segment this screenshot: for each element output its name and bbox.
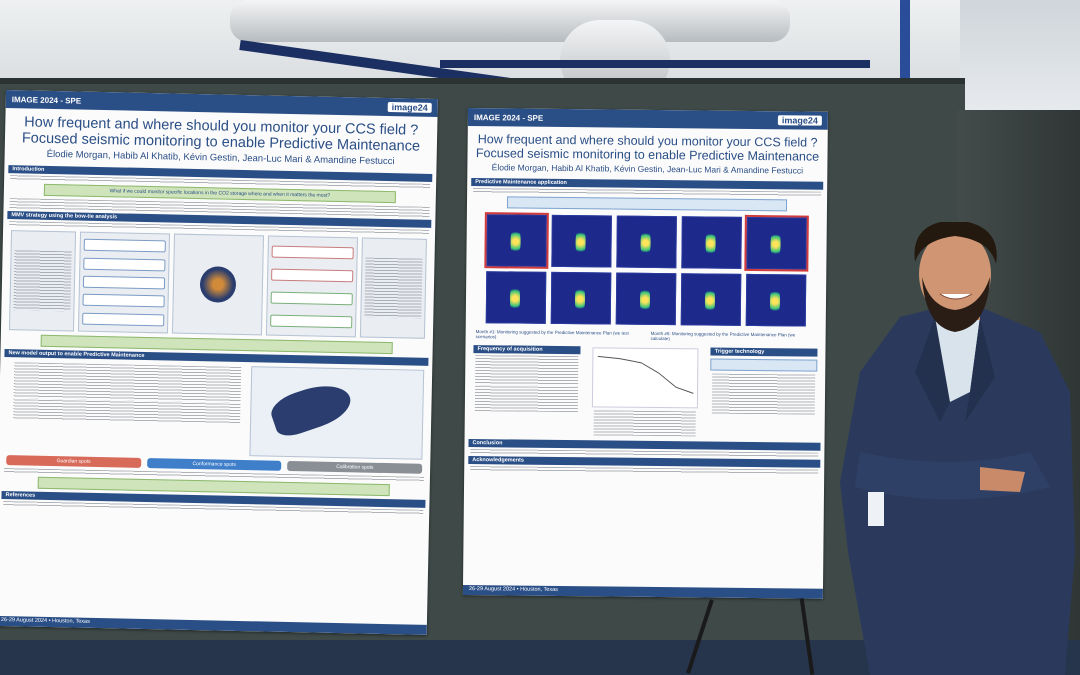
seismic-map-tile [680, 273, 742, 326]
poster-left: IMAGE 2024 - SPE image24 How frequent an… [0, 90, 438, 635]
seismic-map-tile [550, 271, 612, 325]
bow-tie-diagram [8, 230, 427, 339]
field-map-shape [267, 376, 356, 441]
seismic-map-tile [681, 216, 742, 269]
ceiling-duct [230, 0, 790, 42]
ceiling-column [900, 0, 910, 90]
badge-calibration: Calibration spots [287, 460, 423, 474]
body-text [470, 466, 819, 475]
seismic-map-tile [551, 214, 612, 268]
poster-title-line2: Focused seismic monitoring to enable Pre… [475, 146, 820, 164]
month-5-caption: Month #5: Monitoring suggested by the Pr… [650, 330, 796, 342]
seismic-map-grid [484, 212, 809, 327]
seismic-map-tile [745, 273, 807, 327]
poster-header-label: IMAGE 2024 - SPE [473, 112, 544, 123]
trigger-badge [710, 358, 818, 372]
body-text [474, 386, 578, 413]
monitoring-map [6, 361, 425, 460]
month-1-caption: Month #1: Monitoring suggested by the Pr… [475, 329, 629, 340]
poster-authors: Élodie Morgan, Habib Al Khatib, Kévin Ge… [491, 162, 804, 176]
image-logo: image24 [387, 101, 432, 113]
frequency-chart [591, 347, 699, 409]
seismic-map-tile [485, 271, 547, 324]
ceiling-beam [440, 60, 870, 68]
seismic-map-tile [616, 215, 677, 269]
image-logo: image24 [777, 115, 822, 126]
body-text [473, 188, 822, 197]
window [960, 0, 1080, 120]
bow-tie-icon [199, 266, 237, 303]
badge-guardian: Guardian spots [6, 455, 141, 468]
seismic-map-tile [484, 212, 549, 269]
badge-conformance: Conformance spots [146, 458, 282, 471]
body-text [475, 355, 579, 387]
poster-header-label: IMAGE 2024 - SPE [11, 94, 82, 106]
body-text [593, 410, 697, 437]
poster-right: IMAGE 2024 - SPE image24 How frequent an… [462, 108, 828, 599]
lower-columns: Frequency of acquisition Trigger technol… [469, 343, 822, 439]
callout-box [506, 196, 788, 212]
body-text [712, 373, 816, 415]
seismic-map-tile [615, 272, 677, 326]
section-heading: Trigger technology [710, 347, 818, 357]
section-heading: Frequency of acquisition [473, 345, 581, 355]
seismic-map-tile [744, 214, 809, 272]
presenter [830, 220, 1080, 675]
poster-title: How frequent and where should you monito… [467, 126, 827, 166]
